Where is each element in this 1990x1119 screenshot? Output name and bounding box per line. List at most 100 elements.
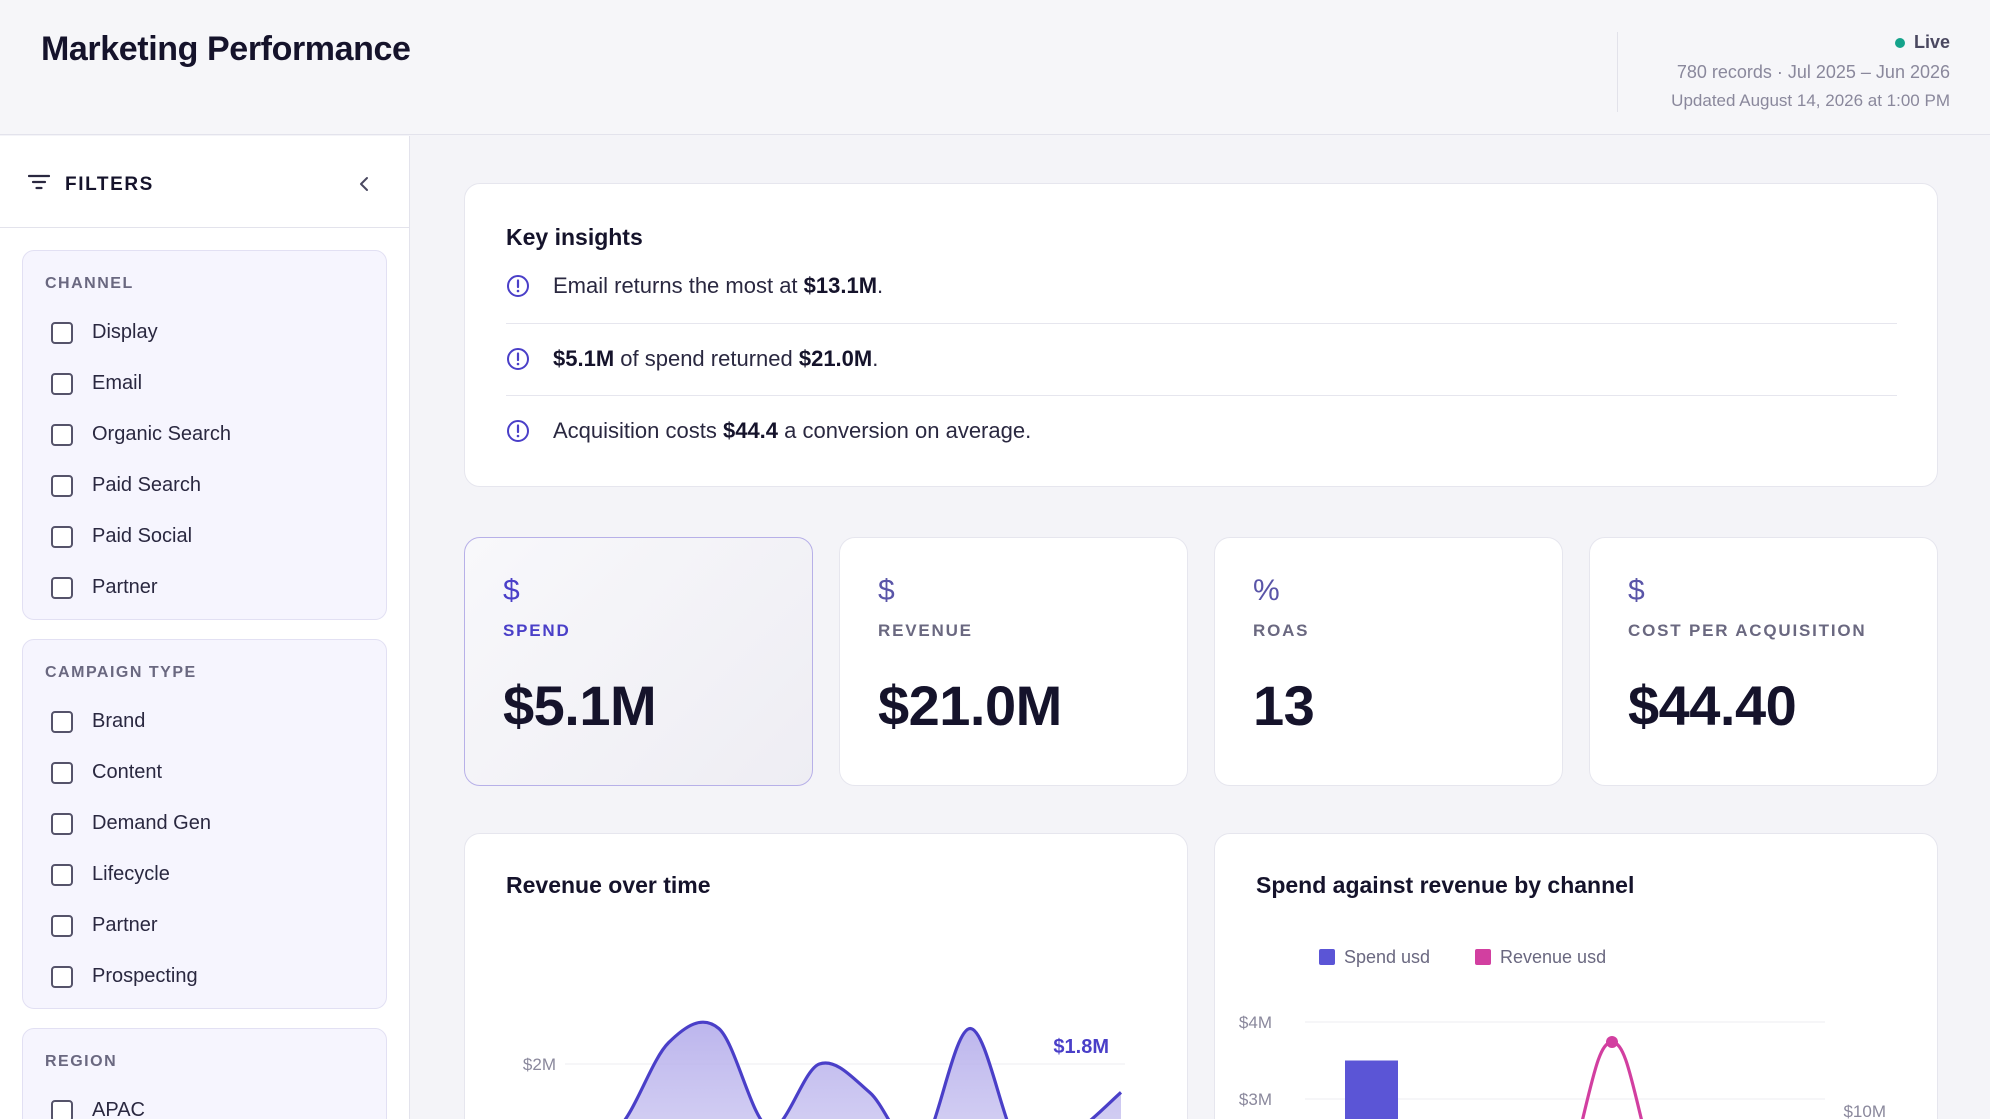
spend-vs-revenue-card: Spend against revenue by channel Spend u…: [1214, 833, 1938, 1119]
filter-option-partner[interactable]: Partner: [51, 576, 158, 599]
insight-item: Email returns the most at $13.1M.: [506, 268, 1897, 304]
checkbox[interactable]: [51, 1099, 73, 1119]
option-label: Demand Gen: [92, 812, 211, 834]
filter-option-brand[interactable]: Brand: [51, 710, 145, 733]
kpi-card-revenue[interactable]: $ REVENUE $21.0M: [839, 537, 1188, 786]
option-label: Content: [92, 761, 163, 783]
checkbox[interactable]: [51, 812, 73, 835]
page-title: Marketing Performance: [41, 30, 411, 68]
insight-item: $5.1M of spend returned $21.0M.: [506, 341, 1897, 377]
key-insights-card: Key insights Email returns the most at $…: [464, 183, 1938, 487]
insights-title: Key insights: [506, 224, 643, 250]
checkbox[interactable]: [51, 372, 73, 395]
kpi-value: $5.1M: [503, 674, 657, 737]
alert-circle-icon: [507, 275, 529, 297]
filter-option-lifecycle[interactable]: Lifecycle: [51, 863, 170, 886]
option-label: Email: [92, 372, 143, 394]
filter-icon: [28, 174, 50, 190]
kpi-card-spend[interactable]: $ SPEND $5.1M: [464, 537, 813, 786]
filter-option-paid-social[interactable]: Paid Social: [51, 525, 192, 548]
legend-label: Spend usd: [1344, 947, 1430, 967]
kpi-card-cost-per-acquisition[interactable]: $ COST PER ACQUISITION $44.40: [1589, 537, 1938, 786]
checkbox[interactable]: [51, 710, 73, 733]
revenue-over-time-card: Revenue over time $2M$1.5M$1.8M: [464, 833, 1188, 1119]
filter-group-campaign-type: CAMPAIGN TYPE Brand Content Demand Gen L…: [22, 639, 387, 1009]
option-label: Paid Search: [92, 474, 201, 496]
filter-option-prospecting[interactable]: Prospecting: [51, 965, 198, 988]
collapse-sidebar-button[interactable]: [350, 170, 378, 198]
live-status: Live: [1894, 32, 1950, 53]
dollar-icon: $: [878, 574, 895, 607]
checkbox[interactable]: [51, 525, 73, 548]
checkbox[interactable]: [51, 914, 73, 937]
y2-tick-label: $10M: [1843, 1102, 1886, 1119]
checkbox[interactable]: [51, 863, 73, 886]
chart-title: Spend against revenue by channel: [1256, 872, 1635, 898]
percent-icon: %: [1253, 574, 1280, 607]
checkbox[interactable]: [51, 761, 73, 784]
option-label: Organic Search: [92, 423, 231, 445]
option-label: Brand: [92, 710, 146, 732]
kpi-value: $44.40: [1628, 674, 1797, 737]
y-tick-label: $2M: [523, 1055, 556, 1074]
checkbox[interactable]: [51, 423, 73, 446]
filter-option-email[interactable]: Email: [51, 372, 142, 395]
insight-item: Acquisition costs $44.4 a conversion on …: [506, 413, 1897, 449]
chevron-left-icon: [360, 177, 368, 191]
filter-option-paid-search[interactable]: Paid Search: [51, 474, 201, 497]
filter-group-region: REGION APAC: [22, 1028, 387, 1119]
filter-group-title: CAMPAIGN TYPE: [45, 664, 197, 681]
legend-label: Revenue usd: [1500, 947, 1606, 967]
insight-text: $5.1M of spend returned $21.0M.: [553, 346, 879, 371]
spend-revenue-chart: Spend usd Revenue usd $4M $3M $10M: [1239, 947, 1886, 1119]
y-tick-label: $4M: [1239, 1013, 1272, 1032]
legend-swatch-revenue: [1475, 949, 1491, 965]
checkbox[interactable]: [51, 965, 73, 988]
dollar-icon: $: [1628, 574, 1645, 607]
kpi-card-roas[interactable]: % ROAS 13: [1214, 537, 1563, 786]
records-range: 780 records · Jul 2025 – Jun 2026: [1676, 62, 1950, 82]
filter-option-apac[interactable]: APAC: [51, 1099, 145, 1119]
page-header: Marketing Performance Live 780 records ·…: [0, 0, 1990, 135]
insight-text: Acquisition costs $44.4 a conversion on …: [553, 418, 1032, 443]
alert-circle-icon: [507, 348, 529, 370]
alert-circle-icon: [507, 420, 529, 442]
filter-group-channel: CHANNEL Display Email Organic Search Pai…: [22, 250, 387, 620]
filter-option-demand-gen[interactable]: Demand Gen: [51, 812, 211, 835]
live-dot-icon: [1894, 37, 1905, 48]
last-value-label: $1.8M: [1053, 1036, 1109, 1058]
y-tick-label: $3M: [1239, 1090, 1272, 1109]
live-label: Live: [1913, 32, 1950, 52]
revenue-line: [1581, 1040, 1643, 1119]
option-label: APAC: [92, 1099, 145, 1119]
option-label: Paid Social: [92, 525, 193, 547]
option-label: Partner: [92, 576, 158, 598]
option-label: Partner: [92, 914, 158, 936]
legend-swatch-spend: [1319, 949, 1335, 965]
kpi-label: REVENUE: [878, 621, 973, 640]
revenue-area-fill: [625, 1022, 1121, 1119]
option-label: Lifecycle: [92, 863, 170, 885]
filters-sidebar: FILTERS CHANNEL Display Email Organic Se…: [0, 136, 410, 1119]
chart-title: Revenue over time: [506, 872, 711, 898]
divider: [506, 323, 1897, 324]
checkbox[interactable]: [51, 576, 73, 599]
option-label: Prospecting: [92, 965, 198, 987]
filter-group-title: CHANNEL: [45, 275, 134, 292]
kpi-value: $21.0M: [878, 674, 1062, 737]
revenue-area-chart: $2M$1.5M$1.8M: [523, 1020, 1125, 1119]
insight-text: Email returns the most at $13.1M.: [553, 273, 884, 298]
checkbox[interactable]: [51, 321, 73, 344]
filter-option-display[interactable]: Display: [51, 321, 158, 344]
filter-group-title: REGION: [45, 1053, 118, 1070]
dollar-icon: $: [503, 574, 520, 607]
filter-option-content[interactable]: Content: [51, 761, 162, 784]
filter-option-partner[interactable]: Partner: [51, 914, 158, 937]
divider: [506, 395, 1897, 396]
checkbox[interactable]: [51, 474, 73, 497]
kpi-value: 13: [1253, 674, 1315, 737]
updated-timestamp: Updated August 14, 2026 at 1:00 PM: [1671, 91, 1950, 110]
kpi-label: SPEND: [503, 621, 571, 640]
filter-option-organic-search[interactable]: Organic Search: [51, 423, 231, 446]
option-label: Display: [92, 321, 158, 343]
